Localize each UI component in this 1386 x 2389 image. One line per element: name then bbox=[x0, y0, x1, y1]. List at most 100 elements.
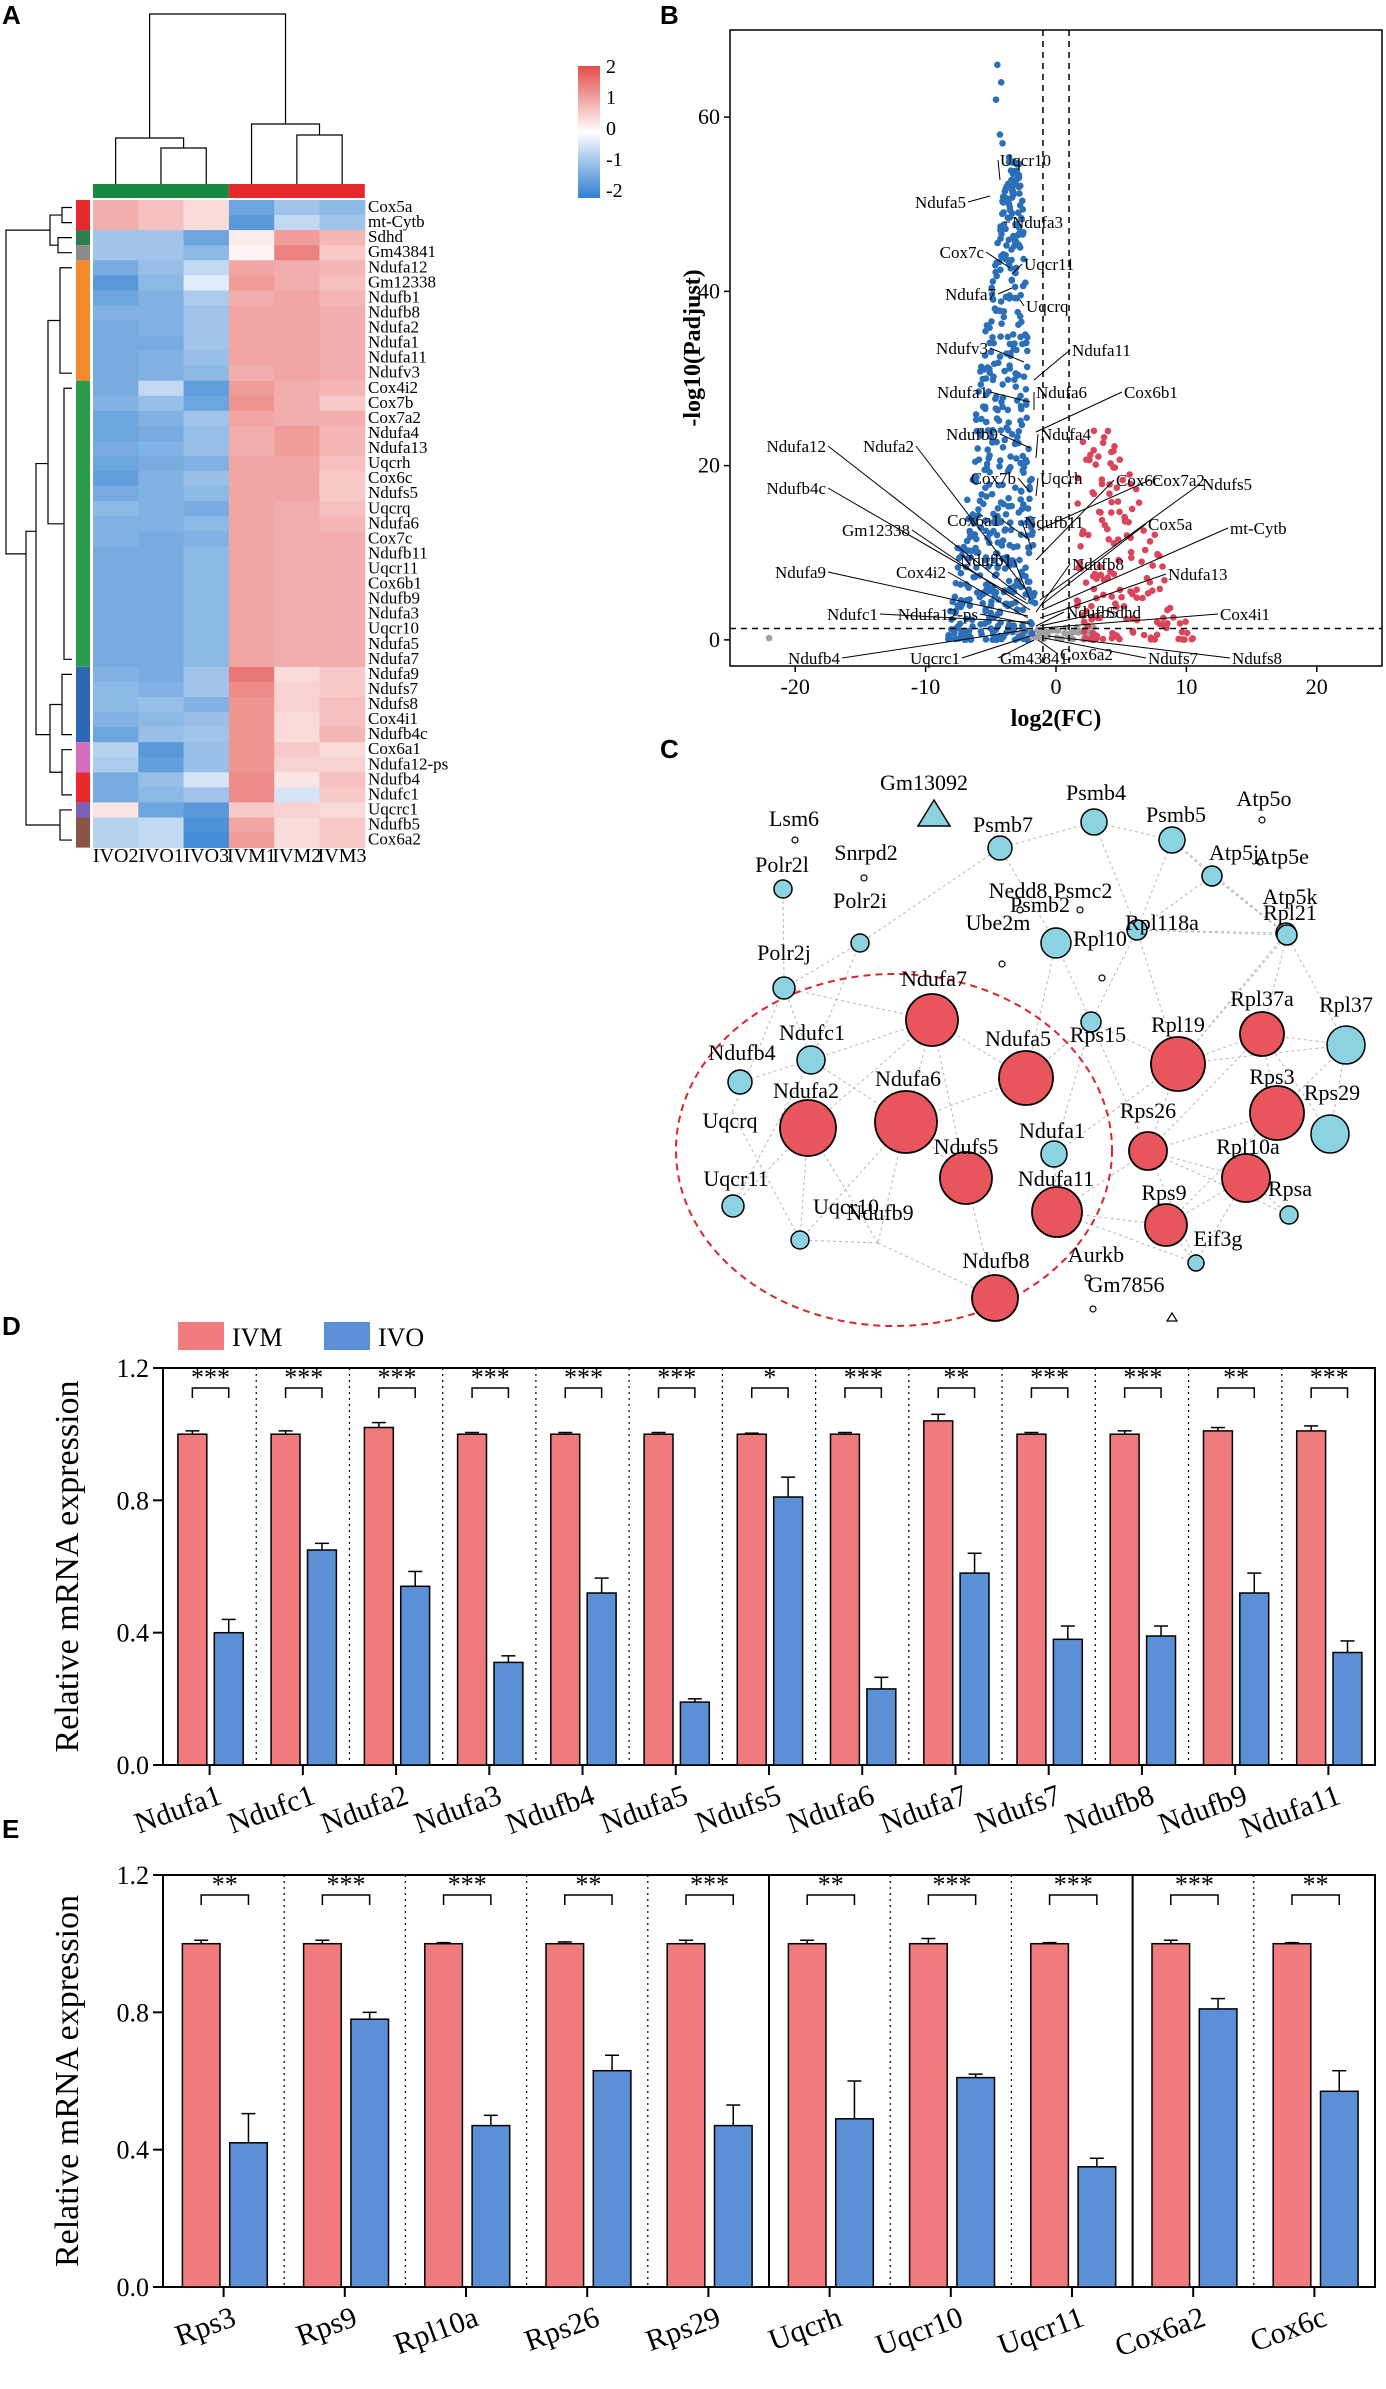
volcano-x-tick-label: 10 bbox=[1175, 674, 1197, 699]
heatmap-cell bbox=[93, 245, 139, 261]
volcano-point-down bbox=[1017, 392, 1024, 400]
volcano-point-down bbox=[1011, 283, 1019, 291]
volcano-gene-label: Ndufs5 bbox=[1202, 475, 1252, 494]
significance-bracket bbox=[751, 1387, 789, 1398]
volcano-x-axis-title: log2(FC) bbox=[1011, 706, 1102, 732]
volcano-gene-label: Cox7b bbox=[971, 469, 1016, 488]
heatmap-row-label: Sdhd bbox=[368, 227, 403, 246]
heatmap-row-label: Cox7c bbox=[368, 528, 413, 547]
volcano-point-up bbox=[1151, 531, 1159, 539]
heatmap-cell bbox=[274, 787, 320, 803]
volcano-leader-line bbox=[911, 529, 1031, 611]
heatmap-cell bbox=[183, 425, 230, 442]
volcano-point-down bbox=[1006, 541, 1013, 549]
x-tick-label: Ndufa3 bbox=[410, 1779, 506, 1841]
volcano-point-down bbox=[1023, 458, 1030, 466]
significance-bracket bbox=[1123, 1387, 1162, 1398]
volcano-point-up bbox=[1099, 439, 1107, 447]
heatmap-cell bbox=[274, 425, 320, 442]
volcano-point-down bbox=[993, 438, 1000, 446]
volcano-point-down bbox=[989, 278, 997, 285]
heatmap-cell bbox=[274, 546, 320, 562]
volcano-point-down bbox=[990, 519, 997, 526]
volcano-point-up bbox=[1147, 636, 1155, 643]
heatmap-cell bbox=[228, 817, 275, 834]
heatmap-row-label: Ndufa11 bbox=[368, 348, 427, 367]
network-node-label: Rpl19 bbox=[1151, 1012, 1205, 1037]
heatmap-row-label: Cox6a2 bbox=[368, 830, 421, 849]
heatmap-cell bbox=[228, 742, 275, 758]
volcano-point-down bbox=[996, 457, 1004, 464]
bar-ivo bbox=[1198, 2008, 1238, 2288]
heatmap-cell bbox=[319, 651, 366, 668]
volcano-point-down bbox=[981, 352, 989, 359]
heatmap-cell bbox=[228, 425, 275, 442]
heatmap-cell bbox=[138, 305, 185, 321]
network-node-label: Rps29 bbox=[1304, 1080, 1360, 1105]
heatmap-cell bbox=[183, 245, 230, 261]
volcano-point-down bbox=[958, 628, 965, 636]
volcano-point-up bbox=[1106, 490, 1113, 498]
network-node-label: Psmb2 bbox=[1010, 892, 1070, 917]
volcano-gene-label: Cox6a1 bbox=[947, 511, 1000, 530]
heatmap-cell bbox=[319, 380, 366, 397]
heatmap-cell bbox=[183, 606, 230, 623]
volcano-point-down bbox=[996, 353, 1004, 360]
bar-ivo bbox=[471, 2124, 511, 2288]
volcano-x-tick-label: -10 bbox=[911, 674, 940, 699]
volcano-point-down bbox=[1004, 406, 1012, 414]
heatmap-cell bbox=[93, 275, 139, 291]
volcano-point-down bbox=[988, 318, 995, 325]
heatmap-cell bbox=[228, 561, 275, 577]
bar-ivm bbox=[456, 1433, 488, 1766]
volcano-point-down bbox=[1001, 527, 1008, 534]
heatmap-row-label: Cox4i2 bbox=[368, 378, 418, 397]
volcano-gene-label: Uqcrh bbox=[1040, 469, 1083, 488]
heatmap-cell bbox=[93, 606, 139, 623]
significance-bracket bbox=[685, 1894, 734, 1905]
heatmap-cell bbox=[228, 410, 275, 427]
volcano-point-down bbox=[975, 506, 982, 513]
heatmap-cell bbox=[183, 516, 230, 532]
heatmap-cell bbox=[93, 817, 139, 834]
heatmap-cell bbox=[274, 817, 320, 834]
heatmap-cell bbox=[274, 742, 320, 758]
heatmap-cell bbox=[274, 456, 320, 472]
volcano-point-down bbox=[998, 230, 1005, 238]
heatmap-cell bbox=[138, 456, 185, 472]
network-edge bbox=[1195, 1177, 1247, 1264]
group-bar-ivo bbox=[93, 184, 229, 198]
heatmap-row-label: Ndufa5 bbox=[368, 634, 419, 653]
volcano-point-down bbox=[1018, 405, 1025, 413]
volcano-point-up bbox=[1135, 499, 1143, 507]
network-node-label: Uqcr10 bbox=[813, 1194, 879, 1219]
volcano-point-down bbox=[997, 266, 1004, 274]
significance-label: ** bbox=[575, 1870, 601, 1899]
network-edge bbox=[1136, 839, 1173, 931]
volcano-point-up bbox=[1090, 427, 1098, 435]
heatmap-cell bbox=[183, 410, 230, 427]
volcano-point-down bbox=[990, 510, 997, 518]
volcano-point-down bbox=[956, 600, 963, 608]
volcano-point-down bbox=[997, 333, 1004, 340]
network-node-red bbox=[874, 1090, 938, 1154]
volcano-leader-line bbox=[997, 639, 1035, 659]
volcano-point-up bbox=[1101, 521, 1109, 529]
column-dendrogram-branch bbox=[160, 147, 207, 184]
x-tick-label: Ndufa1 bbox=[130, 1779, 226, 1841]
volcano-point-up bbox=[1188, 635, 1196, 643]
column-dendrogram-branch bbox=[115, 137, 185, 184]
heatmap-cell bbox=[183, 591, 230, 608]
bar-ivo bbox=[592, 2069, 632, 2288]
volcano-point-down bbox=[966, 529, 974, 536]
heatmap-cell bbox=[319, 425, 366, 442]
network-edge bbox=[1090, 1021, 1179, 1065]
heatmap-cell bbox=[93, 757, 139, 773]
volcano-point-down bbox=[1005, 494, 1012, 502]
heatmap-cell bbox=[228, 380, 275, 397]
volcano-gene-label: Ndufa11 bbox=[1072, 341, 1131, 360]
heatmap-cell bbox=[183, 501, 230, 517]
heatmap-cell bbox=[228, 802, 275, 818]
heatmap-cell bbox=[183, 380, 230, 397]
